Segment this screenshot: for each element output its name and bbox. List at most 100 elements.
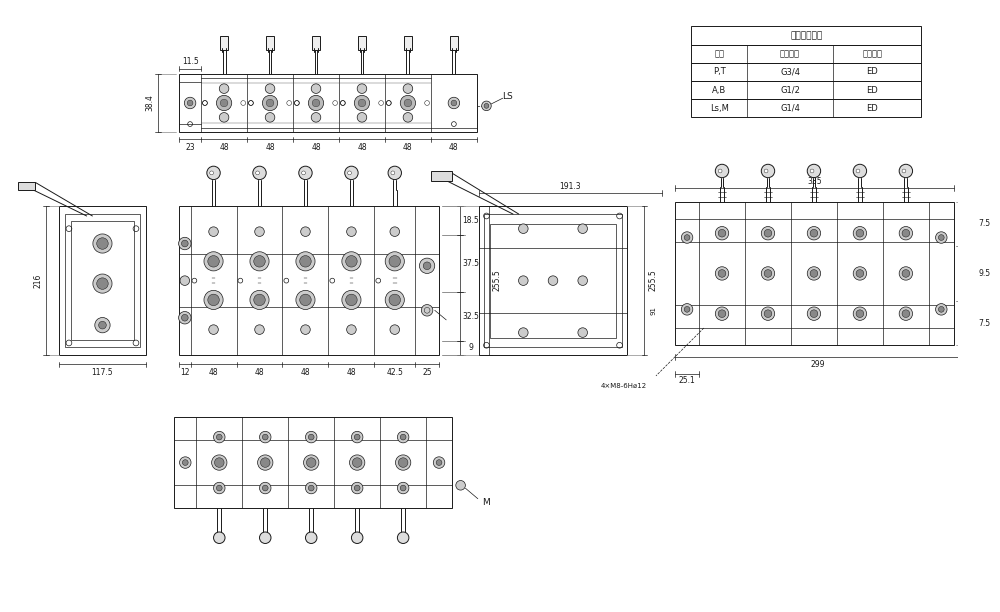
- Bar: [691, 26, 921, 45]
- Text: 216: 216: [34, 274, 43, 288]
- Text: 37.5: 37.5: [462, 259, 479, 267]
- Circle shape: [266, 99, 274, 107]
- Bar: [675, 201, 954, 345]
- Circle shape: [448, 97, 460, 109]
- Circle shape: [254, 256, 265, 267]
- Circle shape: [345, 166, 358, 179]
- Bar: [18, 182, 35, 190]
- Circle shape: [853, 226, 867, 240]
- Circle shape: [400, 95, 416, 111]
- Text: G1/2: G1/2: [780, 86, 800, 95]
- Circle shape: [220, 99, 228, 107]
- Bar: [312, 36, 320, 50]
- Circle shape: [718, 270, 726, 277]
- Circle shape: [93, 274, 112, 293]
- Text: 7.5: 7.5: [978, 219, 990, 228]
- Text: 4×M8-6H⌀12: 4×M8-6H⌀12: [600, 382, 646, 389]
- Text: 7.5: 7.5: [978, 319, 990, 328]
- Circle shape: [184, 97, 196, 109]
- Circle shape: [423, 262, 431, 270]
- Circle shape: [718, 230, 726, 237]
- Circle shape: [902, 169, 906, 173]
- Circle shape: [187, 100, 193, 106]
- Circle shape: [397, 431, 409, 443]
- Circle shape: [342, 290, 361, 310]
- Circle shape: [209, 227, 218, 236]
- Circle shape: [715, 226, 729, 240]
- Text: 48: 48: [209, 368, 218, 376]
- Circle shape: [484, 103, 489, 108]
- Text: Ls,M: Ls,M: [710, 104, 729, 113]
- Circle shape: [260, 532, 271, 543]
- Circle shape: [354, 435, 360, 440]
- Circle shape: [208, 256, 219, 267]
- Text: LS: LS: [502, 92, 513, 101]
- Circle shape: [262, 435, 268, 440]
- Circle shape: [390, 325, 400, 334]
- Circle shape: [456, 480, 465, 490]
- Circle shape: [715, 164, 729, 177]
- Circle shape: [761, 226, 775, 240]
- Text: 255.5: 255.5: [493, 270, 502, 291]
- Circle shape: [853, 307, 867, 320]
- Circle shape: [902, 310, 910, 318]
- Circle shape: [347, 325, 356, 334]
- Circle shape: [403, 113, 413, 122]
- Circle shape: [397, 532, 409, 543]
- Bar: [691, 81, 921, 99]
- Circle shape: [262, 485, 268, 491]
- Circle shape: [216, 485, 222, 491]
- Circle shape: [681, 304, 693, 315]
- Circle shape: [216, 95, 232, 111]
- Circle shape: [299, 166, 312, 179]
- Bar: [691, 63, 921, 81]
- Circle shape: [296, 252, 315, 271]
- Circle shape: [578, 224, 587, 233]
- Circle shape: [899, 307, 913, 320]
- Bar: [179, 74, 477, 132]
- Circle shape: [358, 99, 366, 107]
- Circle shape: [764, 230, 772, 237]
- Circle shape: [938, 307, 944, 312]
- Text: 117.5: 117.5: [92, 368, 113, 376]
- Circle shape: [519, 328, 528, 337]
- Circle shape: [342, 252, 361, 271]
- Circle shape: [179, 312, 191, 324]
- Circle shape: [255, 325, 264, 334]
- Text: 299: 299: [811, 360, 825, 369]
- Circle shape: [95, 318, 110, 333]
- Circle shape: [899, 226, 913, 240]
- Text: G1/4: G1/4: [780, 104, 800, 113]
- Circle shape: [305, 532, 317, 543]
- Circle shape: [400, 485, 406, 491]
- Circle shape: [250, 290, 269, 310]
- Bar: [490, 223, 616, 338]
- Circle shape: [807, 164, 821, 177]
- Circle shape: [260, 431, 271, 443]
- Text: 密封形式: 密封形式: [862, 49, 882, 58]
- Circle shape: [718, 169, 722, 173]
- Circle shape: [181, 240, 188, 247]
- Circle shape: [350, 455, 365, 470]
- Circle shape: [391, 171, 395, 175]
- Circle shape: [204, 252, 223, 271]
- Circle shape: [899, 267, 913, 280]
- Circle shape: [807, 226, 821, 240]
- Circle shape: [346, 294, 357, 305]
- Circle shape: [260, 458, 270, 468]
- Circle shape: [346, 256, 357, 267]
- Circle shape: [715, 307, 729, 320]
- Circle shape: [180, 276, 190, 285]
- Circle shape: [902, 230, 910, 237]
- Circle shape: [810, 169, 814, 173]
- Circle shape: [308, 435, 314, 440]
- Text: P,T: P,T: [713, 67, 726, 76]
- Text: 191.3: 191.3: [559, 182, 581, 191]
- Circle shape: [181, 315, 188, 321]
- Circle shape: [300, 294, 311, 305]
- Circle shape: [302, 171, 305, 175]
- Circle shape: [180, 457, 191, 468]
- Circle shape: [482, 101, 491, 111]
- Circle shape: [219, 113, 229, 122]
- Text: 12: 12: [180, 368, 190, 376]
